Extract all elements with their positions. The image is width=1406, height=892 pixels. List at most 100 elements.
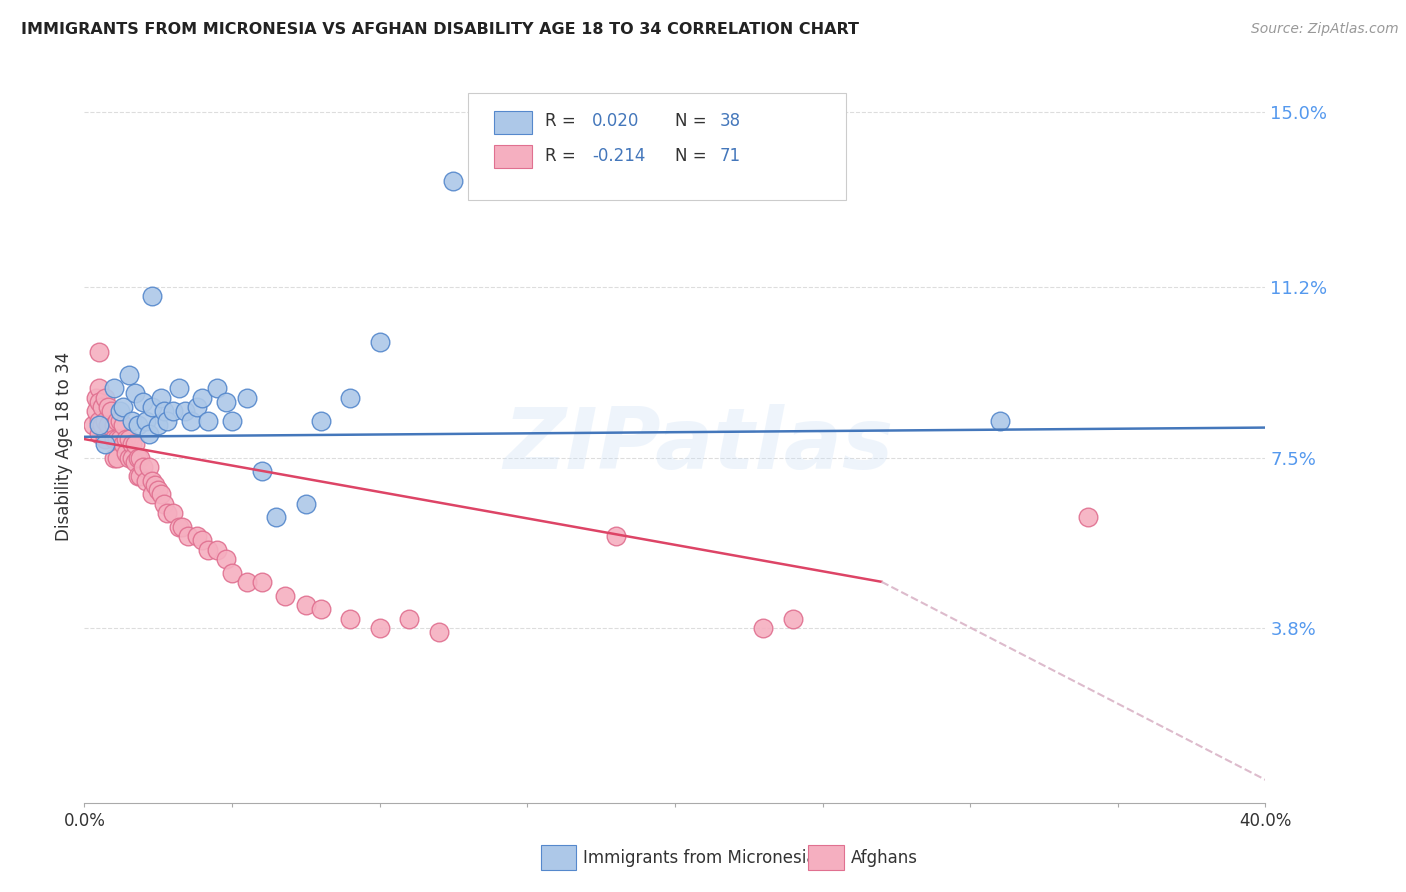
Point [782, 612, 804, 626]
Point [124, 386, 146, 401]
Point [105, 432, 128, 446]
Point [162, 506, 184, 520]
Point [170, 519, 193, 533]
Text: N =: N = [675, 112, 711, 130]
Point [167, 381, 190, 395]
Point [94, 414, 117, 428]
Point [105, 414, 128, 428]
Point [127, 450, 149, 465]
Y-axis label: Disability Age 18 to 34: Disability Age 18 to 34 [55, 351, 73, 541]
Point [186, 529, 208, 543]
Point [309, 414, 332, 428]
Point [87, 414, 111, 428]
Point [215, 551, 238, 566]
Point [111, 418, 134, 433]
Point [197, 542, 219, 557]
Point [103, 418, 125, 433]
Point [135, 474, 157, 488]
Point [84, 391, 107, 405]
Text: IMMIGRANTS FROM MICRONESIA VS AFGHAN DISABILITY AGE 18 TO 34 CORRELATION CHART: IMMIGRANTS FROM MICRONESIA VS AFGHAN DIS… [21, 22, 859, 37]
Point [87, 344, 111, 359]
Point [105, 450, 128, 465]
Point [148, 483, 170, 497]
Point [82, 418, 104, 433]
Text: ZIPatlas: ZIPatlas [503, 404, 894, 488]
Point [94, 436, 117, 450]
Point [605, 529, 627, 543]
Point [235, 391, 259, 405]
Text: -0.214: -0.214 [592, 146, 645, 164]
Point [135, 414, 157, 428]
Point [111, 400, 134, 414]
Point [97, 400, 120, 414]
Point [156, 506, 179, 520]
Point [124, 436, 146, 450]
Text: 0.020: 0.020 [592, 112, 640, 130]
Point [127, 469, 149, 483]
Point [309, 602, 332, 616]
Point [250, 464, 273, 478]
Text: 71: 71 [720, 146, 741, 164]
Point [103, 450, 125, 465]
Point [427, 625, 450, 640]
Text: N =: N = [675, 146, 711, 164]
Point [87, 381, 111, 395]
Point [103, 432, 125, 446]
Point [132, 459, 155, 474]
Point [398, 612, 420, 626]
Point [138, 459, 160, 474]
Point [108, 404, 131, 418]
Point [368, 621, 391, 635]
Point [274, 589, 297, 603]
Point [100, 404, 122, 418]
Point [368, 335, 391, 350]
Point [121, 450, 143, 465]
Point [121, 436, 143, 450]
Point [153, 497, 176, 511]
Text: Source: ZipAtlas.com: Source: ZipAtlas.com [1251, 22, 1399, 37]
Point [94, 391, 117, 405]
Point [1077, 510, 1099, 524]
Point [114, 446, 136, 460]
Point [141, 487, 163, 501]
Point [197, 414, 219, 428]
Point [91, 418, 114, 433]
Point [215, 395, 238, 409]
Bar [494, 145, 531, 168]
Point [191, 533, 214, 548]
Point [108, 414, 131, 428]
Point [111, 436, 134, 450]
Point [148, 418, 170, 433]
Point [264, 510, 288, 524]
Text: R =: R = [546, 112, 581, 130]
Point [121, 414, 143, 428]
Text: 38: 38 [720, 112, 741, 130]
Point [91, 400, 114, 414]
Point [114, 432, 136, 446]
Point [129, 469, 152, 483]
Point [150, 487, 173, 501]
Point [150, 391, 173, 405]
Point [180, 414, 202, 428]
Point [141, 289, 163, 303]
Point [339, 391, 361, 405]
Point [250, 574, 273, 589]
Point [141, 474, 163, 488]
Point [221, 414, 243, 428]
Bar [494, 112, 531, 134]
Point [87, 418, 111, 433]
Point [177, 529, 200, 543]
Point [205, 542, 228, 557]
Point [141, 400, 163, 414]
Point [97, 418, 120, 433]
Point [191, 391, 214, 405]
Point [143, 478, 166, 492]
Point [118, 432, 141, 446]
Point [605, 161, 627, 175]
Point [156, 414, 179, 428]
Point [441, 174, 464, 188]
Point [235, 574, 259, 589]
Point [153, 404, 176, 418]
Point [205, 381, 228, 395]
Point [339, 612, 361, 626]
